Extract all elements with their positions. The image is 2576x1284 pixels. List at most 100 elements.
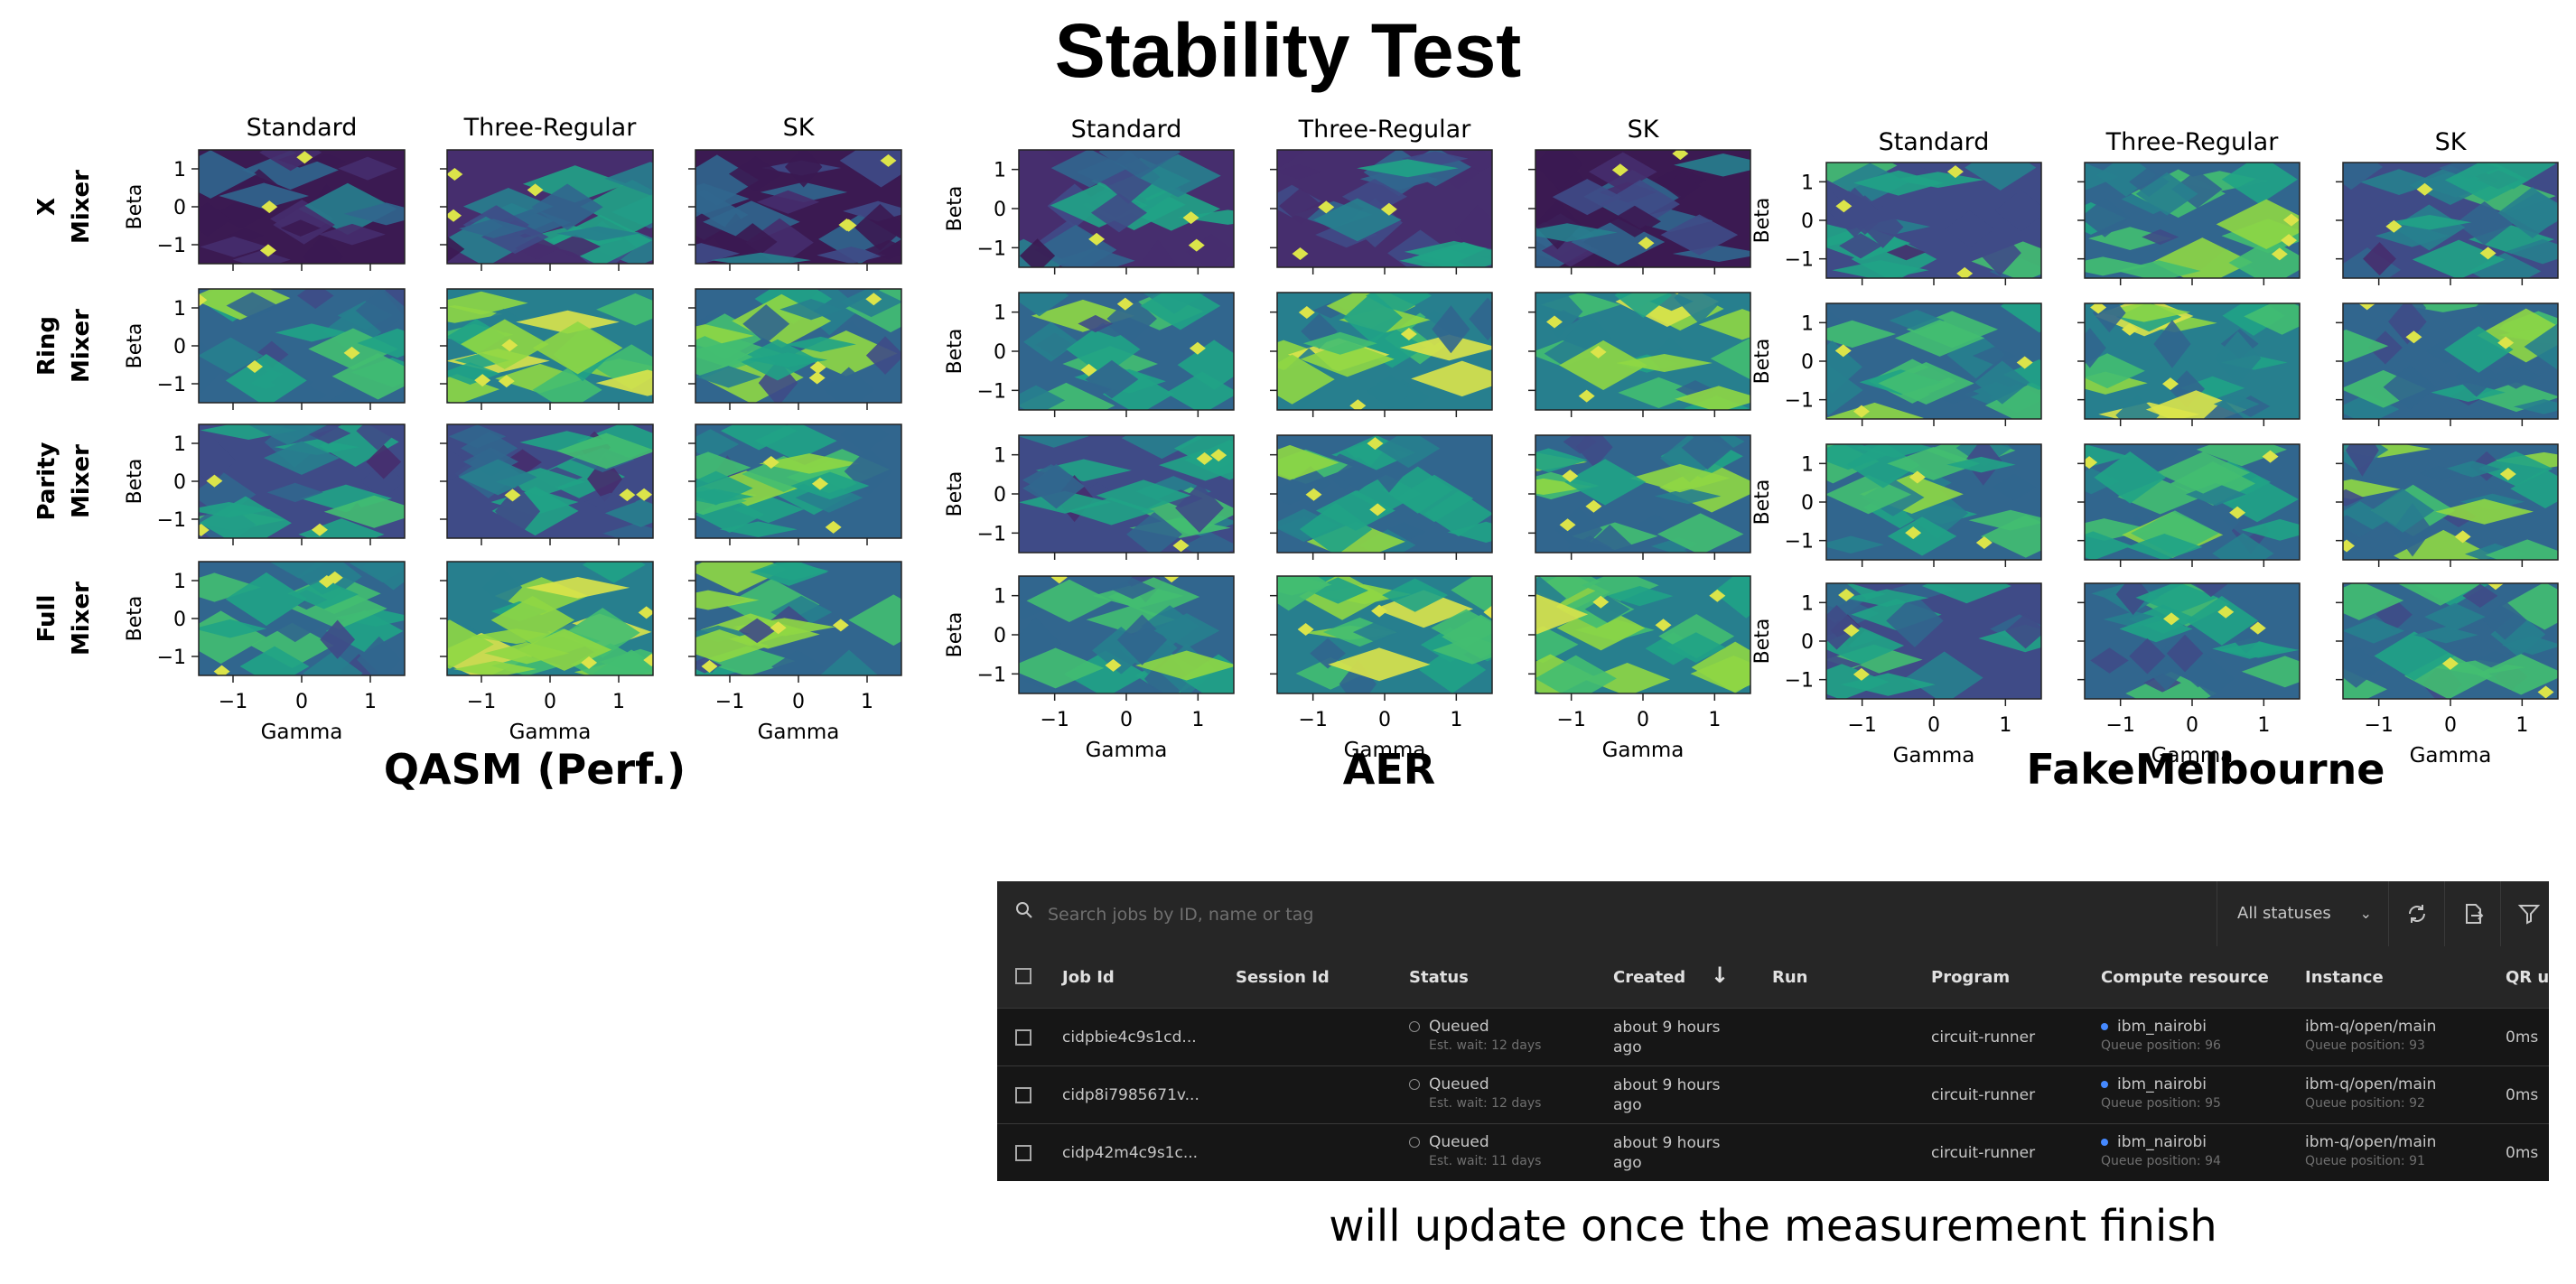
row-checkbox[interactable] [1015, 1145, 1031, 1161]
contour-region [356, 424, 399, 451]
contour-peak [1196, 451, 1213, 465]
table-row[interactable]: cidp8i7985671v... circuit-runner 0ms Queued… [997, 1065, 2549, 1124]
contour-region [854, 203, 901, 251]
contour-region [303, 234, 343, 264]
y-axis-label: Beta [1751, 619, 1774, 665]
contour-region [550, 235, 602, 258]
column-title: Standard [247, 114, 358, 142]
contour-region [2142, 228, 2179, 246]
job-id-link[interactable]: cidp8i7985671v... [1062, 1086, 1199, 1104]
x-tick-label: 0 [1637, 709, 1649, 731]
contour-region [1654, 488, 1722, 505]
x-tick-label: 0 [1927, 714, 1940, 737]
contour-region [2217, 642, 2300, 658]
group-label: QASM (Perf.) [384, 745, 686, 794]
contour-region [1535, 655, 1617, 693]
status-filter-dropdown[interactable]: All statuses ⌄ [2217, 881, 2388, 946]
column-header-job-id[interactable]: Job Id [1062, 968, 1115, 987]
contour-region [2383, 365, 2437, 410]
status-cell: Queued Est. wait: 12 days [1409, 1075, 1541, 1112]
select-all-checkbox[interactable] [1015, 968, 1031, 984]
contour-peak [2085, 456, 2098, 470]
column-header-compute-resource[interactable]: Compute resource [2101, 968, 2269, 987]
contour-peak [643, 654, 653, 667]
row-label: Mixer [68, 444, 95, 518]
row-label: Full [33, 595, 61, 643]
column-header-program[interactable]: Program [1931, 968, 2011, 987]
row-checkbox[interactable] [1015, 1087, 1031, 1103]
contour-region [2443, 461, 2501, 478]
contour-region [2409, 165, 2491, 206]
column-title: SK [1628, 116, 1660, 144]
contour-region [515, 236, 560, 260]
contour-region [1839, 233, 1882, 259]
contour-region [199, 435, 236, 486]
y-axis-label: Beta [1751, 479, 1774, 526]
x-axis-label: Gamma [758, 721, 840, 744]
column-header-created[interactable]: Created [1613, 968, 1686, 987]
instance-queue-position: Queue position: 91 [2305, 1154, 2425, 1168]
contour-region [200, 236, 268, 258]
job-id-link[interactable]: cidpbie4c9s1cd... [1062, 1028, 1197, 1047]
compute-resource-name[interactable]: ibm_nairobi [2117, 1075, 2207, 1093]
contour-region [366, 444, 402, 479]
refresh-button[interactable] [2388, 881, 2445, 946]
x-tick-label: −1 [219, 691, 247, 713]
contour-region [1586, 524, 1634, 553]
contour-region [2476, 654, 2558, 695]
contour-layer [199, 562, 405, 675]
contour-region [865, 336, 901, 375]
table-row[interactable]: cidp42m4c9s1c... circuit-runner 0ms Queued E… [997, 1123, 2549, 1181]
contour-region [1829, 187, 1881, 238]
column-header-session-id[interactable]: Session Id [1236, 968, 1330, 987]
contour-region [604, 499, 653, 527]
program-name: circuit-runner [1931, 1028, 2036, 1047]
contour-region [1454, 204, 1492, 257]
job-id-link[interactable]: cidp42m4c9s1c... [1062, 1144, 1199, 1162]
export-button[interactable] [2444, 881, 2501, 946]
x-tick-label: 0 [544, 691, 556, 713]
contour-region [2363, 242, 2396, 276]
column-header-qr-usage[interactable]: QR u [2506, 968, 2549, 987]
contour-region [2524, 323, 2558, 370]
created-cell: about 9 hours ago [1613, 1133, 1720, 1173]
column-header-status[interactable]: Status [1409, 968, 1469, 987]
contour-region [844, 447, 893, 496]
contour-region [2510, 469, 2558, 509]
contour-region [2455, 200, 2514, 246]
search-input[interactable] [1046, 898, 2224, 932]
x-tick-label: 1 [1999, 714, 2011, 737]
compute-resource-name[interactable]: ibm_nairobi [2117, 1133, 2207, 1151]
contour-region [532, 368, 602, 403]
contour-region [1840, 673, 1936, 696]
contour-region [703, 200, 800, 244]
contour-region [1019, 385, 1066, 410]
column-title: Three-Regular [2105, 128, 2280, 156]
contour-region [490, 596, 575, 645]
contour-peak [1709, 589, 1726, 602]
contour-region [2135, 583, 2218, 614]
contour-region [1826, 474, 1912, 515]
contour-peak [2271, 247, 2288, 261]
contour-region [720, 424, 798, 451]
contour-region [1153, 613, 1220, 648]
column-title: Standard [1879, 128, 1990, 156]
x-tick-label: 0 [792, 691, 805, 713]
contour-peak [261, 200, 278, 214]
column-header-run[interactable]: Run [1772, 968, 1808, 987]
sort-arrow-down-icon[interactable]: ↓ [1711, 963, 1730, 988]
column-header-instance[interactable]: Instance [2305, 968, 2384, 987]
contour-region [2171, 170, 2223, 209]
contour-peak [1843, 624, 1860, 637]
contour-region [1690, 655, 1750, 693]
heatmap-panel [688, 288, 902, 410]
contour-region [2343, 583, 2404, 620]
queued-status-icon [1409, 1137, 1420, 1148]
filter-button[interactable] [2500, 881, 2549, 946]
compute-resource-name[interactable]: ibm_nairobi [2117, 1018, 2207, 1036]
contour-peak [2358, 303, 2375, 311]
contour-peak [326, 571, 343, 584]
contour-region [695, 366, 762, 388]
row-checkbox[interactable] [1015, 1029, 1031, 1046]
table-row[interactable]: cidpbie4c9s1cd... circuit-runner 0ms Queued… [997, 1008, 2549, 1066]
